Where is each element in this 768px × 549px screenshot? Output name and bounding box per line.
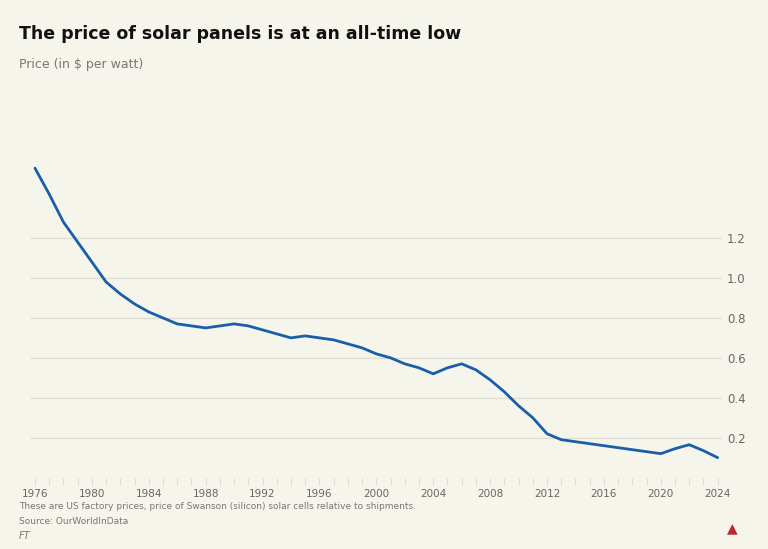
Text: These are US factory prices, price of Swanson (silicon) solar cells relative to : These are US factory prices, price of Sw… [19,502,416,511]
Text: Source: OurWorldInData: Source: OurWorldInData [19,517,128,526]
Text: FT: FT [19,531,31,541]
Text: ▲: ▲ [727,521,737,535]
Text: The price of solar panels is at an all-time low: The price of solar panels is at an all-t… [19,25,462,43]
Text: Price (in $ per watt): Price (in $ per watt) [19,58,144,71]
